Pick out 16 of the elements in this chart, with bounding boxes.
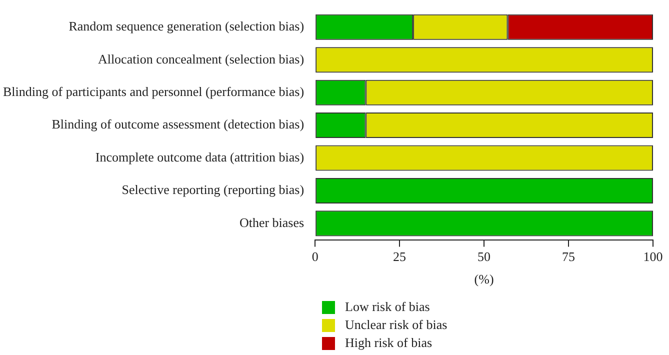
y-tick-label: Selective reporting (reporting bias)	[122, 182, 304, 198]
x-tick-label: 75	[562, 249, 576, 264]
y-tick-label: Blinding of participants and personnel (performance bias)	[2, 84, 304, 100]
x-tick-label: 50	[478, 249, 491, 264]
y-tick-label: Incomplete outcome data (attrition bias)	[95, 149, 304, 164]
x-tick-label: 0	[312, 249, 318, 264]
y-tick-label: Random sequence generation (selection bias)	[68, 18, 304, 34]
y-tick-label: Other biases	[239, 214, 304, 230]
legend-label: Low risk of bias	[345, 299, 430, 315]
x-tick-label: 25	[393, 249, 406, 264]
x-tick-label: 100	[643, 249, 663, 264]
x-axis-title: (%)	[474, 272, 494, 287]
legend-label: High risk of bias	[345, 335, 432, 351]
legend-label: Unclear risk of bias	[345, 317, 448, 333]
y-tick-label: Allocation concealment (selection bias)	[98, 51, 304, 66]
y-tick-label: Blinding of outcome assessment (detection bias)	[52, 116, 304, 132]
